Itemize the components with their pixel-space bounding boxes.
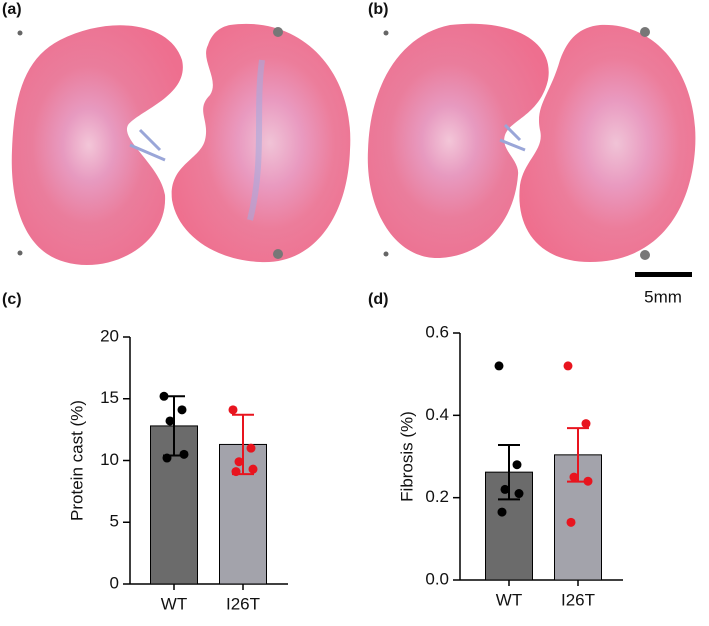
data-point xyxy=(165,416,175,426)
data-point xyxy=(581,419,591,429)
data-point xyxy=(246,443,256,453)
kidney-image xyxy=(367,23,696,277)
y-tick-label: 5 xyxy=(110,512,119,531)
data-point xyxy=(177,405,187,415)
data-point xyxy=(494,361,504,371)
x-tick-label: WT xyxy=(161,594,187,613)
panel-label: (a) xyxy=(2,1,22,18)
data-point xyxy=(231,467,241,477)
scale-bar-label: 5mm xyxy=(644,287,682,306)
x-tick-label: WT xyxy=(496,590,522,609)
data-point xyxy=(228,405,238,415)
y-axis-label: Protein cast (%) xyxy=(67,400,86,521)
x-tick-label: I26T xyxy=(561,590,595,609)
y-tick-label: 20 xyxy=(100,326,119,345)
y-tick-label: 0 xyxy=(110,573,119,592)
y-tick-label: 15 xyxy=(100,388,119,407)
panel-label: (d) xyxy=(368,291,388,308)
data-point xyxy=(179,449,189,459)
y-tick-label: 0.4 xyxy=(425,405,449,424)
data-point xyxy=(512,460,522,470)
data-point xyxy=(497,507,507,517)
data-point xyxy=(566,517,576,527)
x-tick-label: I26T xyxy=(226,594,260,613)
data-point xyxy=(569,472,579,482)
data-point xyxy=(234,457,244,467)
data-point xyxy=(162,453,172,463)
data-point xyxy=(248,464,258,474)
y-tick-label: 10 xyxy=(100,450,119,469)
y-axis-label: Fibrosis (%) xyxy=(397,411,416,502)
data-point xyxy=(563,361,573,371)
panel-label: (c) xyxy=(2,291,22,308)
y-tick-label: 0.2 xyxy=(425,487,449,506)
data-point xyxy=(159,391,169,401)
data-point xyxy=(500,484,510,494)
kidney-image xyxy=(11,23,351,266)
y-tick-label: 0.6 xyxy=(425,322,449,341)
data-point xyxy=(583,476,593,486)
y-tick-label: 0.0 xyxy=(425,569,449,588)
panel-label: (b) xyxy=(368,1,388,18)
data-point xyxy=(514,489,524,499)
